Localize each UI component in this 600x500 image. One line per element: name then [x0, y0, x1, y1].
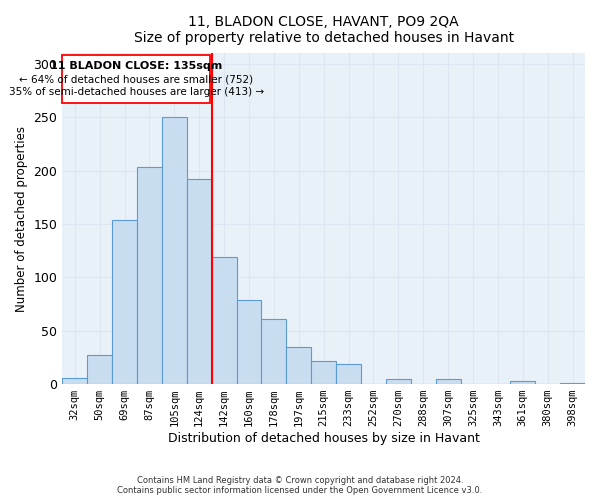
Bar: [560, 383, 585, 384]
Title: 11, BLADON CLOSE, HAVANT, PO9 2QA
Size of property relative to detached houses i: 11, BLADON CLOSE, HAVANT, PO9 2QA Size o…: [134, 15, 514, 45]
Bar: [212, 257, 236, 384]
Bar: [436, 378, 461, 384]
Bar: [386, 378, 411, 384]
Text: ← 64% of detached houses are smaller (752): ← 64% of detached houses are smaller (75…: [19, 74, 253, 85]
X-axis label: Distribution of detached houses by size in Havant: Distribution of detached houses by size …: [168, 432, 479, 445]
Bar: [112, 220, 137, 384]
Text: 35% of semi-detached houses are larger (413) →: 35% of semi-detached houses are larger (…: [8, 88, 263, 98]
Bar: [162, 118, 187, 384]
Text: 11 BLADON CLOSE: 135sqm: 11 BLADON CLOSE: 135sqm: [50, 62, 222, 72]
Bar: [187, 179, 212, 384]
Bar: [262, 319, 286, 384]
Y-axis label: Number of detached properties: Number of detached properties: [15, 126, 28, 312]
FancyBboxPatch shape: [62, 56, 210, 104]
Bar: [311, 360, 336, 384]
Bar: [236, 300, 262, 384]
Bar: [286, 346, 311, 384]
Bar: [137, 168, 162, 384]
Bar: [87, 356, 112, 384]
Bar: [336, 364, 361, 384]
Bar: [62, 378, 87, 384]
Bar: [511, 381, 535, 384]
Text: Contains HM Land Registry data © Crown copyright and database right 2024.
Contai: Contains HM Land Registry data © Crown c…: [118, 476, 482, 495]
